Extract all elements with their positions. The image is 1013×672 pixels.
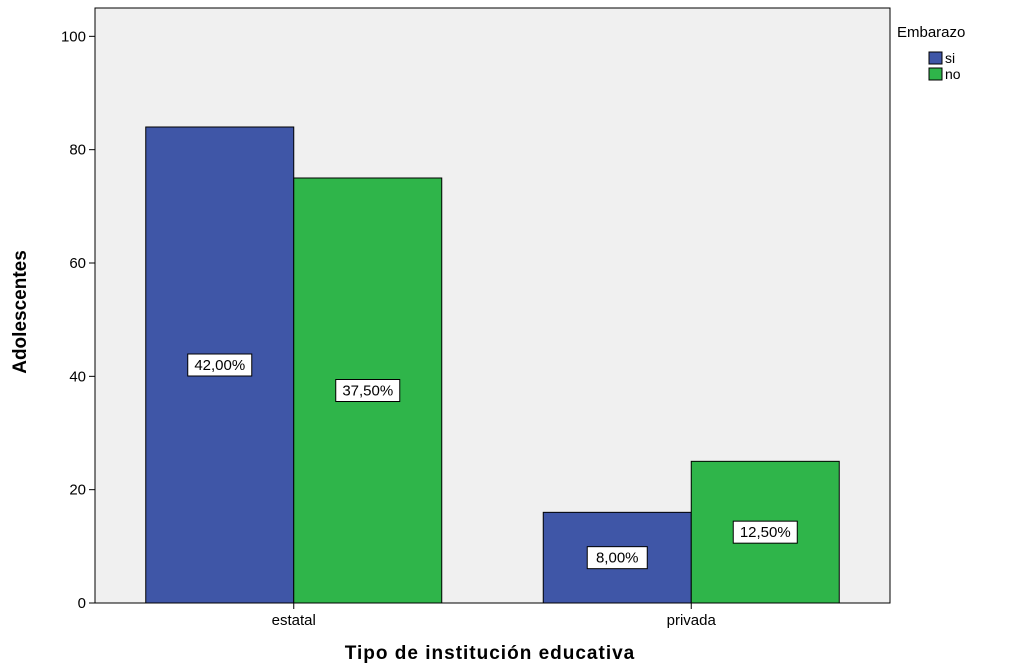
y-tick-label: 60	[69, 255, 86, 272]
y-tick-label: 80	[69, 142, 86, 159]
legend-swatch-no	[928, 67, 943, 81]
x-tick-label-privada: privada	[667, 612, 717, 629]
legend-label-si: si	[945, 50, 955, 66]
y-axis-label: Adolescentes	[10, 250, 31, 374]
data-label-box	[335, 379, 401, 402]
y-tick-label: 20	[69, 482, 86, 499]
y-tick-label: 0	[78, 595, 86, 612]
data-labels-group: 42,00% 37,50% 8,00% 12,50%	[187, 353, 798, 570]
data-label-no-estatal: 37,50%	[342, 383, 393, 400]
x-axis: estatal privada	[272, 603, 717, 629]
data-label-box	[586, 546, 648, 570]
bars-group	[145, 126, 840, 604]
x-tick-label-estatal: estatal	[272, 612, 316, 629]
x-axis-label: Tipo de institución educativa	[345, 643, 635, 664]
data-label-box	[187, 353, 253, 377]
y-tick-label: 100	[61, 28, 86, 45]
data-label-si-privada: 8,00%	[596, 550, 639, 567]
legend-label-no: no	[945, 66, 961, 82]
data-label-si-estatal: 42,00%	[194, 357, 245, 374]
data-label-box	[732, 520, 798, 544]
legend-title: Embarazo	[897, 24, 965, 41]
data-label-no-privada: 12,50%	[740, 524, 791, 541]
y-axis: 0 20 40 60 80 100	[61, 28, 95, 612]
legend-swatch-si	[928, 51, 943, 65]
y-tick-label: 40	[69, 368, 86, 385]
